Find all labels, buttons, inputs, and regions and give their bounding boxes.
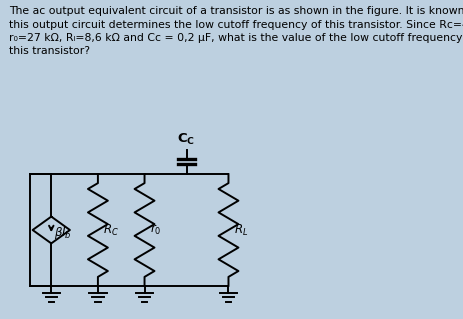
Text: $R_L$: $R_L$ bbox=[233, 222, 248, 238]
Text: $R_C$: $R_C$ bbox=[103, 222, 119, 238]
Text: $\beta I_b$: $\beta I_b$ bbox=[54, 225, 72, 241]
Text: $r_0$: $r_0$ bbox=[150, 223, 161, 237]
Text: $\mathbf{C_C}$: $\mathbf{C_C}$ bbox=[177, 132, 195, 147]
Text: The ac output equivalent circuit of a transistor is as shown in the figure. It i: The ac output equivalent circuit of a tr… bbox=[9, 6, 463, 56]
